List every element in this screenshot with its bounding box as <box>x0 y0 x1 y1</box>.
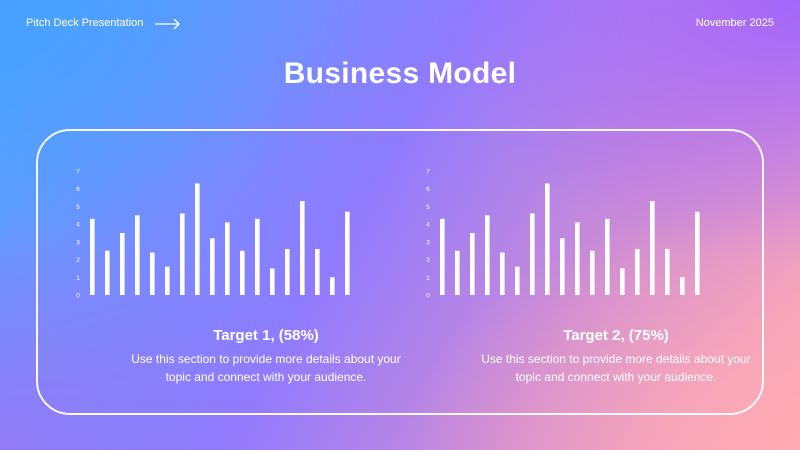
chart-bar <box>240 250 245 295</box>
top-bar: Pitch Deck Presentation November 2025 <box>0 0 800 48</box>
chart-bar <box>545 183 550 295</box>
target-2: Target 2, (75%) Use this section to prov… <box>436 327 796 386</box>
target-1: Target 1, (58%) Use this section to prov… <box>86 327 446 386</box>
y-tick-label: 6 <box>76 186 80 193</box>
chart-bar <box>605 218 610 295</box>
target-1-text: Use this section to provide more details… <box>86 350 446 386</box>
target-1-title: Target 1, (58%) <box>213 327 319 344</box>
chart-bar <box>575 222 580 295</box>
chart-bar <box>500 252 505 295</box>
chart-bar <box>225 222 230 295</box>
y-tick-label: 7 <box>426 169 430 176</box>
chart-bar <box>440 218 445 295</box>
date-label: November 2025 <box>695 17 774 29</box>
chart-bar <box>315 248 320 295</box>
page-title: Business Model <box>283 57 517 90</box>
chart-bar <box>345 211 350 295</box>
chart-bar <box>210 238 215 295</box>
y-tick-label: 2 <box>76 257 80 264</box>
y-tick-label: 5 <box>426 204 430 211</box>
chart-bar <box>120 233 125 295</box>
chart-bar <box>635 248 640 295</box>
chart-bar <box>255 218 260 295</box>
chart-bar <box>195 183 200 295</box>
bar-chart-2: 0 1 2 3 4 5 6 7 <box>426 169 700 300</box>
chart-bar <box>180 213 185 295</box>
right-arrow-icon <box>155 18 180 30</box>
y-tick-label: 1 <box>426 275 430 282</box>
y-tick-label: 4 <box>76 222 80 229</box>
y-tick-label: 0 <box>76 293 80 300</box>
chart-bar <box>485 215 490 295</box>
chart-bar <box>330 277 335 295</box>
y-tick-label: 1 <box>76 275 80 282</box>
chart-bar <box>455 250 460 295</box>
y-tick-label: 7 <box>76 169 80 176</box>
y-tick-label: 6 <box>426 186 430 193</box>
chart-bar <box>165 266 170 295</box>
chart-bar <box>665 248 670 295</box>
chart-bar <box>90 218 95 295</box>
target-1-text-line1: Use this section to provide more details… <box>131 352 401 366</box>
chart-bar <box>530 213 535 295</box>
chart-bar <box>270 268 275 295</box>
y-tick-label: 0 <box>426 293 430 300</box>
chart-bar <box>300 201 305 295</box>
target-2-text: Use this section to provide more details… <box>436 350 796 386</box>
chart-bar <box>695 211 700 295</box>
chart-bar <box>590 250 595 295</box>
target-1-text-line2: topic and connect with your audience. <box>165 370 367 384</box>
target-2-text-line2: topic and connect with your audience. <box>515 370 717 384</box>
y-tick-label: 2 <box>426 257 430 264</box>
y-tick-label: 3 <box>76 239 80 246</box>
chart-bar <box>560 238 565 295</box>
content-panel <box>36 129 764 415</box>
deck-label: Pitch Deck Presentation <box>26 17 144 29</box>
chart-bar <box>680 277 685 295</box>
chart-bar <box>650 201 655 295</box>
chart-bar <box>620 268 625 295</box>
target-2-text-line1: Use this section to provide more details… <box>481 352 751 366</box>
chart-bar <box>135 215 140 295</box>
chart-bar <box>150 252 155 295</box>
y-tick-label: 5 <box>76 204 80 211</box>
chart-bar <box>285 248 290 295</box>
y-tick-label: 3 <box>426 239 430 246</box>
y-tick-label: 4 <box>426 222 430 229</box>
target-2-title: Target 2, (75%) <box>563 327 669 344</box>
chart-bar <box>515 266 520 295</box>
chart-bar <box>470 233 475 295</box>
chart-bar <box>105 250 110 295</box>
bar-chart-1: 0 1 2 3 4 5 6 7 <box>76 169 350 300</box>
